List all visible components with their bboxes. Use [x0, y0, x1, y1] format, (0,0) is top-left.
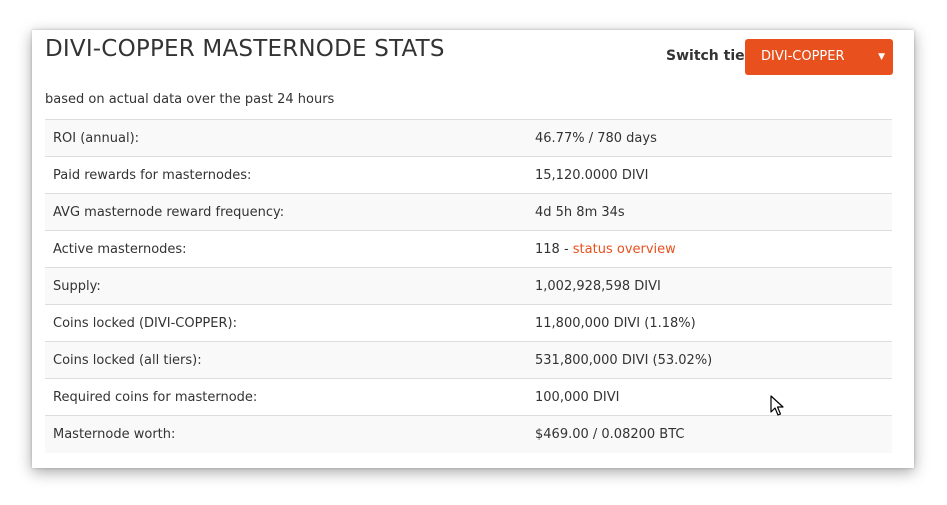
- stat-label: ROI (annual):: [45, 119, 527, 157]
- stat-label: Supply:: [45, 267, 527, 305]
- stat-value: 100,000 DIVI: [527, 378, 892, 416]
- stat-value: 531,800,000 DIVI (53.02%): [527, 341, 892, 379]
- stat-value: 46.77% / 780 days: [527, 119, 892, 157]
- stat-value: 1,002,928,598 DIVI: [527, 267, 892, 305]
- stat-value: 15,120.0000 DIVI: [527, 156, 892, 194]
- table-row-coins-locked-tier: Coins locked (DIVI-COPPER): 11,800,000 D…: [45, 304, 892, 342]
- stat-label: Masternode worth:: [45, 415, 527, 453]
- status-overview-link[interactable]: status overview: [572, 241, 676, 257]
- stat-label: Required coins for masternode:: [45, 378, 527, 416]
- stats-table: ROI (annual): 46.77% / 780 days Paid rew…: [45, 119, 892, 453]
- stat-value-cell: 118 - status overview: [527, 230, 892, 268]
- tier-select-value: DIVI-COPPER: [761, 49, 845, 64]
- table-row-roi: ROI (annual): 46.77% / 780 days: [45, 119, 892, 157]
- stat-label: Paid rewards for masternodes:: [45, 156, 527, 194]
- table-row-paid-rewards: Paid rewards for masternodes: 15,120.000…: [45, 156, 892, 194]
- table-row-reward-frequency: AVG masternode reward frequency: 4d 5h 8…: [45, 193, 892, 231]
- stat-value: $469.00 / 0.08200 BTC: [527, 415, 892, 453]
- table-row-coins-locked-all: Coins locked (all tiers): 531,800,000 DI…: [45, 341, 892, 379]
- table-row-supply: Supply: 1,002,928,598 DIVI: [45, 267, 892, 305]
- stat-value: 4d 5h 8m 34s: [527, 193, 892, 231]
- table-row-active-masternodes: Active masternodes: 118 - status overvie…: [45, 230, 892, 268]
- stat-label: Coins locked (DIVI-COPPER):: [45, 304, 527, 342]
- tier-select-dropdown[interactable]: DIVI-COPPER ▼: [745, 39, 893, 75]
- data-period-note: based on actual data over the past 24 ho…: [45, 92, 335, 107]
- stat-value: 118 -: [535, 241, 573, 257]
- mouse-pointer-icon: [770, 395, 784, 421]
- stat-label: Coins locked (all tiers):: [45, 341, 527, 379]
- page-title: DIVI-COPPER MASTERNODE STATS: [45, 36, 445, 62]
- stat-label: AVG masternode reward frequency:: [45, 193, 527, 231]
- switch-tier-label: Switch tier:: [666, 48, 758, 64]
- masternode-stats-card: DIVI-COPPER MASTERNODE STATS Switch tier…: [32, 30, 914, 468]
- table-row-masternode-worth: Masternode worth: $469.00 / 0.08200 BTC: [45, 415, 892, 453]
- table-row-required-coins: Required coins for masternode: 100,000 D…: [45, 378, 892, 416]
- chevron-down-icon: ▼: [878, 52, 885, 62]
- stat-value: 11,800,000 DIVI (1.18%): [527, 304, 892, 342]
- stat-label: Active masternodes:: [45, 230, 527, 268]
